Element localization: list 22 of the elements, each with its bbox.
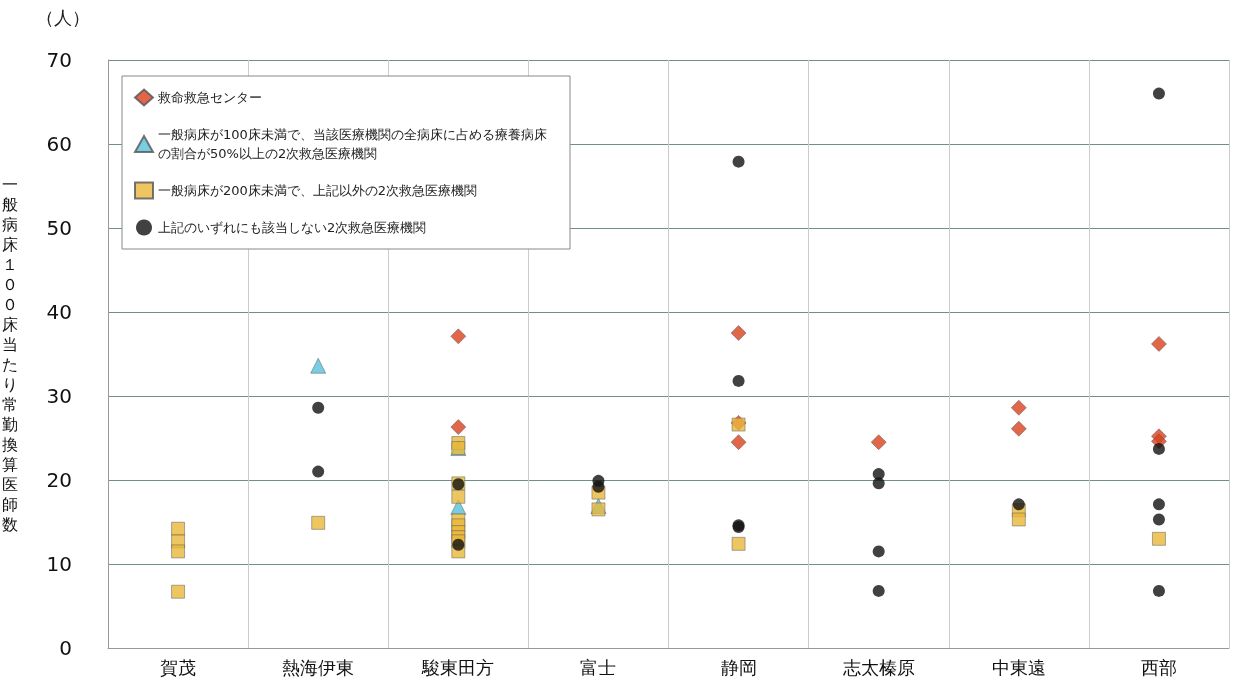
x-tick-label: 志太榛原 [842, 656, 915, 678]
y-tick-label: 30 [46, 384, 72, 408]
x-tick-label: 熱海伊東 [282, 656, 355, 678]
legend-label: 救命救急センター [157, 90, 262, 105]
legend-label: 一般病床が100床未満で、当該医療機関の全病床に占める療養病床の割合が50%以上の2次救急医療機関 [158, 127, 547, 161]
y-tick-label: 10 [46, 552, 72, 576]
x-tick-label: 静岡 [720, 656, 757, 678]
text: （人） [36, 6, 90, 28]
x-tick-label: 駿東田方 [421, 656, 495, 678]
y-tick-label: 60 [46, 132, 72, 156]
text: 一般病床１００床当たり常勤換算医師数 [2, 174, 18, 534]
y-tick-label: 0 [59, 636, 72, 660]
legend-label: 上記のいずれにも該当しない2次救急医療機関 [158, 220, 427, 235]
x-tick-label: 賀茂 [160, 656, 197, 678]
x-tick-label: 中東遠 [991, 656, 1046, 678]
x-tick-label: 西部 [1140, 656, 1177, 678]
x-tick-label: 富士 [580, 656, 617, 678]
y-tick-label: 20 [46, 468, 72, 492]
legend-label: 一般病床が200床未満で、上記以外の2次救急医療機関 [158, 183, 478, 198]
y-tick-label: 70 [46, 48, 72, 72]
y-tick-label: 40 [46, 300, 72, 324]
y-tick-label: 50 [46, 216, 72, 240]
